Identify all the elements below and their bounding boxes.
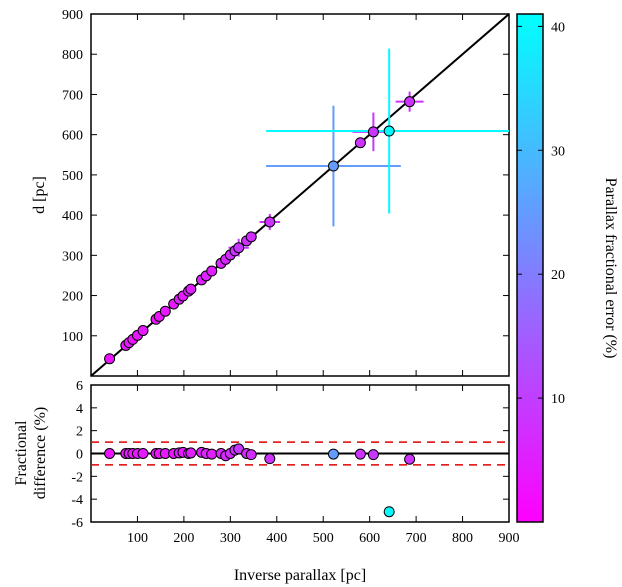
top-data-point-13 — [185, 283, 197, 295]
top-data-point-21 — [233, 242, 245, 254]
x-tick-label: 900 — [499, 531, 520, 546]
bottom-data-point-13 — [185, 447, 197, 459]
top-data-point-26 — [354, 137, 366, 149]
x-tick-label: 700 — [406, 531, 427, 546]
top-data-point-8 — [159, 305, 171, 317]
top-data-point-25 — [327, 160, 339, 172]
top-y-axis-label: d [pc] — [31, 176, 48, 214]
colorbar-label: Parallax fractional error (%) — [602, 178, 619, 359]
bottom-data-point-25 — [327, 448, 339, 460]
bottom-data-point-23 — [245, 449, 257, 461]
top-data-point-27 — [367, 126, 379, 138]
top-plot-frame — [90, 13, 510, 377]
colorbar-tick-label: 40 — [551, 20, 565, 35]
top-y-tick-label: 500 — [62, 169, 83, 184]
bottom-y-tick-label: 2 — [76, 425, 83, 440]
bottom-data-point-0 — [104, 448, 116, 459]
top-data-point-23 — [245, 231, 257, 243]
top-data-point-5 — [137, 325, 149, 337]
bottom-y-tick-label: 0 — [76, 448, 83, 463]
bottom-y-tick-label: -2 — [71, 470, 83, 485]
top-data-point-0 — [104, 353, 116, 365]
top-data-point-29 — [404, 96, 416, 108]
bottom-data-point-26 — [354, 448, 366, 460]
bottom-y-tick-label: -4 — [71, 493, 83, 508]
x-tick-label: 600 — [359, 531, 380, 546]
top-y-tick-label: 200 — [62, 290, 83, 305]
x-axis-label: Inverse parallax [pc] — [234, 567, 366, 584]
x-tick-label: 300 — [220, 531, 241, 546]
bottom-y-tick-label: 4 — [76, 402, 83, 417]
top-y-tick-label: 700 — [62, 88, 83, 103]
top-y-tick-label: 300 — [62, 249, 83, 264]
x-tick-label: 100 — [127, 531, 148, 546]
top-y-tick-label: 800 — [62, 48, 83, 63]
bottom-y-axis-label-line2: difference (%) — [32, 407, 49, 500]
colorbar — [516, 13, 544, 523]
x-tick-label: 800 — [452, 531, 473, 546]
bottom-data-point-16 — [206, 448, 218, 460]
bottom-y-tick-label: 6 — [76, 379, 83, 394]
top-data-point-16 — [206, 265, 218, 277]
top-y-tick-label: 100 — [62, 330, 83, 345]
colorbar-tick-label: 30 — [551, 144, 565, 159]
top-data-point-28 — [383, 125, 395, 137]
colorbar-tick-label: 10 — [551, 392, 565, 407]
bottom-y-axis-label-line1: Fractional — [13, 420, 30, 485]
top-y-tick-label: 400 — [62, 209, 83, 224]
x-tick-label: 500 — [313, 531, 334, 546]
top-data-point-24 — [264, 216, 276, 228]
bottom-data-point-24 — [264, 453, 276, 465]
bottom-data-point-29 — [404, 453, 416, 465]
colorbar-tick-label: 20 — [551, 268, 565, 283]
bottom-data-point-5 — [137, 448, 149, 459]
bottom-data-point-28 — [383, 506, 395, 518]
x-tick-label: 400 — [266, 531, 287, 546]
x-tick-label: 200 — [173, 531, 194, 546]
top-y-tick-label: 600 — [62, 129, 83, 144]
bottom-y-tick-label: -6 — [71, 516, 83, 531]
top-y-tick-label: 900 — [62, 8, 83, 23]
bottom-data-point-27 — [367, 449, 379, 461]
